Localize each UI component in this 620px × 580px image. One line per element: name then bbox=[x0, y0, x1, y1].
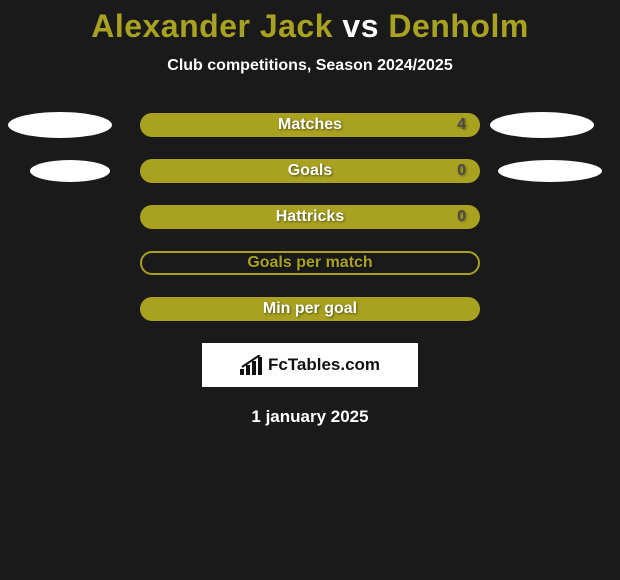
stat-label: Goals per match bbox=[247, 254, 372, 272]
footer-date: 1 january 2025 bbox=[0, 407, 620, 427]
player2-name: Denholm bbox=[388, 8, 528, 44]
stat-row: Hattricks 0 bbox=[0, 205, 620, 229]
stat-bar: Hattricks 0 bbox=[140, 205, 480, 229]
stat-bar: Goals 0 bbox=[140, 159, 480, 183]
stat-bar: Goals per match bbox=[140, 251, 480, 275]
stat-row: Goals per match bbox=[0, 251, 620, 275]
left-ellipse bbox=[30, 160, 110, 182]
stat-value: 4 bbox=[457, 116, 466, 134]
stat-value: 0 bbox=[457, 208, 466, 226]
card-subtitle: Club competitions, Season 2024/2025 bbox=[0, 57, 620, 75]
vs-text: vs bbox=[342, 8, 379, 44]
stat-row: Goals 0 bbox=[0, 159, 620, 183]
brand-text: FcTables.com bbox=[268, 355, 380, 375]
player1-name: Alexander Jack bbox=[91, 8, 333, 44]
brand-box: FcTables.com bbox=[202, 343, 418, 387]
card-title: Alexander Jack vs Denholm bbox=[0, 8, 620, 45]
stat-rows: Matches 4 Goals 0 Hattricks 0 Goals per match M… bbox=[0, 113, 620, 321]
stat-row: Min per goal bbox=[0, 297, 620, 321]
right-ellipse bbox=[490, 112, 594, 138]
stat-label: Min per goal bbox=[263, 300, 357, 318]
stat-value: 0 bbox=[457, 162, 466, 180]
left-ellipse bbox=[8, 112, 112, 138]
stat-label: Hattricks bbox=[276, 208, 344, 226]
stat-bar: Min per goal bbox=[140, 297, 480, 321]
stat-label: Goals bbox=[288, 162, 332, 180]
stat-label: Matches bbox=[278, 116, 342, 134]
brand-chart-icon bbox=[240, 355, 264, 375]
comparison-card: Alexander Jack vs Denholm Club competiti… bbox=[0, 0, 620, 427]
right-ellipse bbox=[498, 160, 602, 182]
stat-row: Matches 4 bbox=[0, 113, 620, 137]
stat-bar: Matches 4 bbox=[140, 113, 480, 137]
